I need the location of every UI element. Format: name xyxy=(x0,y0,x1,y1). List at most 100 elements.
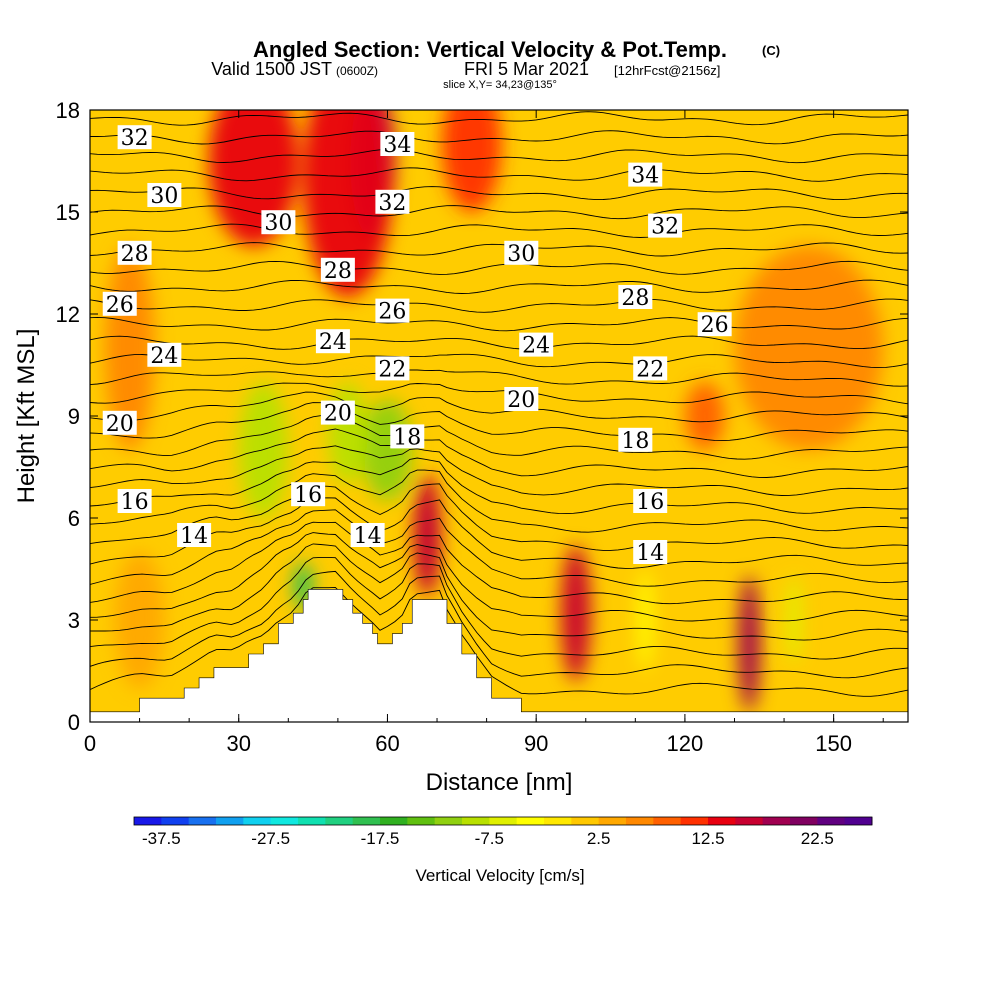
contour-label-text: 20 xyxy=(324,402,352,427)
contour-label-29: 14 xyxy=(633,540,668,566)
theta-contour-30 xyxy=(90,130,908,145)
contour-label-text: 24 xyxy=(319,330,347,355)
colorbar-label: Vertical Velocity [cm/s] xyxy=(415,866,584,885)
title-mark: (C) xyxy=(762,43,780,58)
contour-label-23: 26 xyxy=(697,312,732,338)
colorbar-bin-0 xyxy=(134,817,162,825)
contour-label-24: 24 xyxy=(519,332,554,359)
colorbar-bin-2 xyxy=(188,817,217,825)
colorbar-bin-21 xyxy=(708,817,736,825)
contour-label-7: 14 xyxy=(177,523,212,549)
contour-label-16: 18 xyxy=(390,424,425,450)
contour-label-21: 30 xyxy=(504,240,539,267)
contour-label-text: 18 xyxy=(393,425,421,450)
contour-label-text: 32 xyxy=(651,215,679,240)
theta-contour-9 xyxy=(90,469,908,533)
vv-cell-12 xyxy=(684,382,725,450)
colorbar-bin-24 xyxy=(790,817,818,825)
colorbar-bin-19 xyxy=(653,817,682,825)
contour-label-6: 16 xyxy=(117,489,152,515)
contour-label-10: 32 xyxy=(375,189,410,216)
contour-label-1: 30 xyxy=(147,183,182,209)
vv-cell-3 xyxy=(441,110,502,212)
colorbar-bin-8 xyxy=(352,817,381,825)
colorbar-bin-25 xyxy=(817,817,846,825)
contour-label-text: 34 xyxy=(383,133,411,158)
theta-contour-16 xyxy=(90,382,908,405)
valid-utc: (0600Z) xyxy=(336,64,378,78)
y-tick-label-6: 18 xyxy=(56,98,80,123)
contour-label-text: 14 xyxy=(354,524,382,549)
theta-contour-2 xyxy=(90,556,908,660)
contour-label-12: 26 xyxy=(375,298,410,325)
theta-contour-15 xyxy=(90,391,908,423)
contour-label-22: 28 xyxy=(618,285,653,311)
contour-label-text: 20 xyxy=(106,412,134,437)
colorbar-tick-label-0: -37.5 xyxy=(142,829,181,848)
y-axis-ticks: 0 3 6 9 12 15 18 xyxy=(56,98,908,735)
theta-contour-7 xyxy=(90,497,908,569)
colorbar-bin-26 xyxy=(844,817,873,825)
contour-label-13: 24 xyxy=(315,329,350,355)
colorbar-bin-17 xyxy=(598,817,627,825)
contour-label-text: 14 xyxy=(180,524,208,549)
contour-label-text: 32 xyxy=(378,191,406,216)
colorbar-tick-label-4: 2.5 xyxy=(587,829,611,848)
potential-temperature-contours xyxy=(90,111,908,697)
contour-label-text: 30 xyxy=(150,184,178,209)
theta-contour-26 xyxy=(90,205,908,220)
contour-label-text: 30 xyxy=(507,242,535,267)
x-tick-label-0: 0 xyxy=(84,731,96,756)
colorbar-bin-16 xyxy=(571,817,600,825)
colorbar-bin-7 xyxy=(325,817,354,825)
valid-date: FRI 5 Mar 2021 xyxy=(464,59,589,79)
colorbar-tick-label-5: 12.5 xyxy=(691,829,724,848)
y-tick-label-3: 9 xyxy=(68,404,80,429)
contour-label-text: 24 xyxy=(150,344,178,369)
y-tick-label-2: 6 xyxy=(68,506,80,531)
contour-label-9: 34 xyxy=(380,132,415,158)
y-tick-label-5: 15 xyxy=(56,200,80,225)
vv-cell-16 xyxy=(637,569,653,671)
theta-contour-10 xyxy=(90,457,908,515)
contour-label-text: 28 xyxy=(621,286,649,311)
vertical-velocity-field xyxy=(104,110,884,712)
contour-label-text: 32 xyxy=(121,126,149,151)
theta-contour-17 xyxy=(90,369,908,387)
chart-title: Angled Section: Vertical Velocity & Pot.… xyxy=(253,37,727,62)
x-axis-label: Distance [nm] xyxy=(426,769,573,796)
contour-label-text: 26 xyxy=(378,300,406,325)
contour-label-text: 24 xyxy=(522,334,550,359)
theta-contour-25 xyxy=(90,223,908,238)
colorbar-bin-6 xyxy=(298,817,326,825)
theta-contour-29 xyxy=(90,148,908,164)
theta-contour-24 xyxy=(90,242,908,257)
colorbar-bin-5 xyxy=(270,817,299,825)
theta-contour-21 xyxy=(90,298,908,313)
theta-contour-8 xyxy=(90,483,908,551)
y-tick-label-0: 0 xyxy=(68,710,80,735)
colorbar-bin-4 xyxy=(243,817,272,825)
colorbar-bin-1 xyxy=(161,817,190,825)
theta-contour-5 xyxy=(90,521,908,605)
colorbar-bin-15 xyxy=(544,817,572,825)
vv-cell-15 xyxy=(114,552,165,688)
theta-contour-4 xyxy=(90,532,908,622)
theta-contour-22 xyxy=(90,279,908,294)
colorbar-bin-14 xyxy=(516,817,545,825)
contour-label-2: 28 xyxy=(117,240,152,267)
theta-contour-12 xyxy=(90,428,908,478)
x-tick-label-1: 30 xyxy=(226,731,250,756)
theta-contour-28 xyxy=(90,167,908,182)
contour-label-text: 26 xyxy=(106,293,134,318)
y-tick-label-1: 3 xyxy=(68,608,80,633)
x-tick-label-2: 60 xyxy=(375,731,399,756)
colorbar-tick-label-3: -7.5 xyxy=(475,829,504,848)
contour-label-15: 20 xyxy=(320,400,355,427)
contour-label-text: 22 xyxy=(636,357,664,382)
contour-label-8: 30 xyxy=(261,210,296,236)
contour-label-text: 18 xyxy=(621,429,649,454)
theta-contour-1 xyxy=(90,570,908,679)
contour-label-20: 32 xyxy=(648,213,683,240)
terrain xyxy=(90,589,908,722)
